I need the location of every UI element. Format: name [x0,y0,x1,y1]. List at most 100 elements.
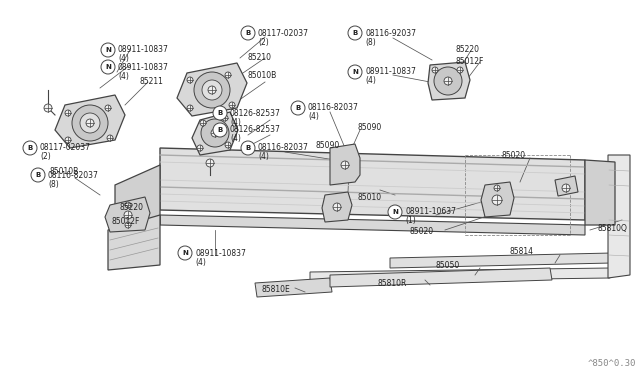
Circle shape [341,161,349,169]
Circle shape [124,211,132,219]
Polygon shape [55,95,125,148]
Circle shape [107,135,113,141]
Text: (4): (4) [230,135,241,144]
Text: 08126-82537: 08126-82537 [230,109,281,118]
Polygon shape [115,165,160,230]
Text: 85211: 85211 [140,77,164,87]
Text: (4): (4) [195,257,206,266]
Circle shape [229,102,235,108]
Text: 08911-10837: 08911-10837 [118,45,169,55]
Circle shape [492,195,502,205]
Text: 85010B: 85010B [248,71,277,80]
Circle shape [225,72,231,78]
Text: 85020: 85020 [502,151,526,160]
Text: 85010: 85010 [358,193,382,202]
Text: 85810Q: 85810Q [598,224,628,232]
Text: (2): (2) [40,153,51,161]
Text: N: N [182,250,188,256]
Text: (4): (4) [365,77,376,86]
Text: B: B [35,172,40,178]
Circle shape [194,72,230,108]
Text: N: N [392,209,398,215]
Circle shape [333,203,341,211]
Text: 08116-92037: 08116-92037 [365,29,416,38]
Circle shape [444,77,452,85]
Circle shape [178,246,192,260]
Text: (4): (4) [258,153,269,161]
Polygon shape [255,278,332,297]
Text: 08911-10637: 08911-10637 [405,208,456,217]
Text: (8): (8) [48,180,59,189]
Circle shape [125,202,131,208]
Text: N: N [105,47,111,53]
Polygon shape [390,253,612,268]
Polygon shape [310,268,610,282]
Text: B: B [218,127,223,133]
Circle shape [211,129,219,137]
Circle shape [202,80,222,100]
Polygon shape [428,62,470,100]
Text: 08126-82537: 08126-82537 [230,125,281,135]
Text: 85050: 85050 [435,260,460,269]
Circle shape [432,67,438,73]
Text: 85010B: 85010B [50,167,79,176]
Text: B: B [353,30,358,36]
Circle shape [65,137,71,143]
Text: 08116-82037: 08116-82037 [258,144,309,153]
Text: N: N [352,69,358,75]
Circle shape [101,43,115,57]
Circle shape [31,168,45,182]
Polygon shape [105,197,150,232]
Circle shape [291,101,305,115]
Text: 85210: 85210 [248,54,272,62]
Text: (1): (1) [405,217,416,225]
Circle shape [388,205,402,219]
Circle shape [213,106,227,120]
Circle shape [201,119,229,147]
Text: 85090: 85090 [358,124,382,132]
Polygon shape [330,268,552,287]
Circle shape [348,26,362,40]
Circle shape [72,105,108,141]
Circle shape [562,184,570,192]
Circle shape [101,60,115,74]
Text: 08116-82037: 08116-82037 [308,103,359,112]
Text: 85020: 85020 [410,228,434,237]
Polygon shape [585,160,615,225]
Text: 85090: 85090 [316,141,340,150]
Circle shape [197,145,203,151]
Text: B: B [245,30,251,36]
Circle shape [65,110,71,116]
Circle shape [348,65,362,79]
Text: 85220: 85220 [455,45,479,55]
Text: B: B [296,105,301,111]
Circle shape [187,77,193,83]
Text: ^850^0.30: ^850^0.30 [588,359,636,368]
Text: 85012F: 85012F [112,218,140,227]
Text: 08911-10837: 08911-10837 [195,248,246,257]
Polygon shape [555,176,578,196]
Polygon shape [608,155,630,278]
Text: 85810R: 85810R [378,279,408,288]
Text: B: B [28,145,33,151]
Polygon shape [322,192,352,222]
Text: (2): (2) [258,38,269,46]
Circle shape [213,123,227,137]
Text: B: B [218,110,223,116]
Text: 08911-10837: 08911-10837 [118,62,169,71]
Circle shape [23,141,37,155]
Text: (4): (4) [308,112,319,122]
Circle shape [208,86,216,94]
Circle shape [86,119,94,127]
Circle shape [200,120,206,126]
Text: B: B [245,145,251,151]
Polygon shape [160,148,585,220]
Text: 08911-10837: 08911-10837 [365,67,416,77]
Polygon shape [192,112,238,155]
Polygon shape [330,144,360,185]
Circle shape [44,104,52,112]
Circle shape [241,141,255,155]
Polygon shape [108,215,160,270]
Circle shape [125,222,131,228]
Text: 85012F: 85012F [455,58,483,67]
